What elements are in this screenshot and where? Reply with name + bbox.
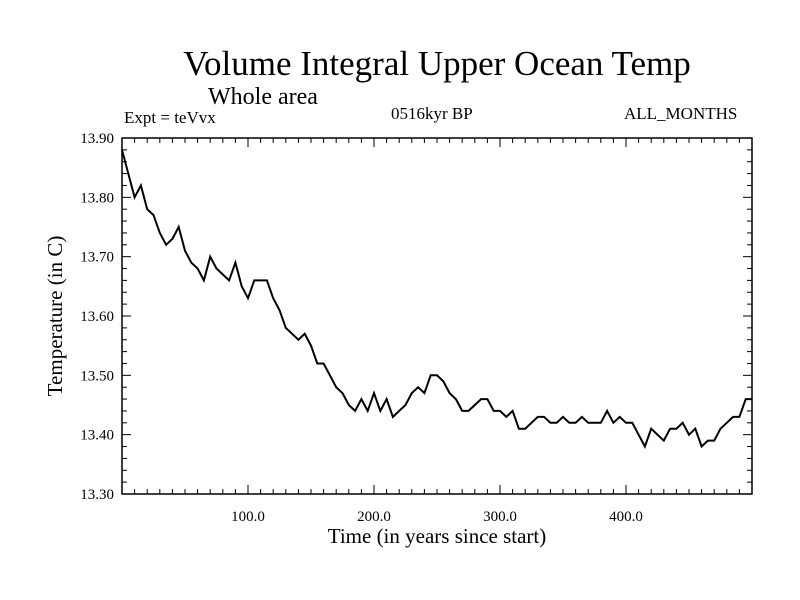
period-label: 0516kyr BP — [391, 104, 473, 123]
x-tick-label: 200.0 — [357, 509, 391, 525]
x-tick-label: 300.0 — [483, 509, 517, 525]
y-axis-label: Temperature (in C) — [43, 236, 67, 397]
chart-subtitle: Whole area — [208, 84, 318, 110]
experiment-label: Expt = teVvx — [124, 108, 216, 127]
y-tick-label: 13.90 — [80, 131, 114, 147]
x-tick-label: 400.0 — [609, 509, 643, 525]
x-axis-label: Time (in years since start) — [328, 524, 547, 548]
plot-frame — [121, 137, 753, 495]
y-tick-label: 13.30 — [80, 487, 114, 503]
series-line — [121, 149, 752, 449]
months-label: ALL_MONTHS — [624, 104, 738, 123]
y-tick-label: 13.70 — [80, 250, 114, 266]
y-tick-label: 13.50 — [80, 368, 114, 384]
chart-title: Volume Integral Upper Ocean Temp — [183, 44, 691, 83]
axis-tick-labels: 100.0 200.0 300.0 400.0 13.30 13.40 13.50 13.60… — [80, 131, 643, 525]
y-tick-label: 13.80 — [80, 190, 114, 206]
x-tick-label: 100.0 — [231, 509, 265, 525]
y-tick-label: 13.60 — [80, 309, 114, 325]
y-tick-label: 13.40 — [80, 428, 114, 444]
axis-ticks — [122, 138, 752, 494]
